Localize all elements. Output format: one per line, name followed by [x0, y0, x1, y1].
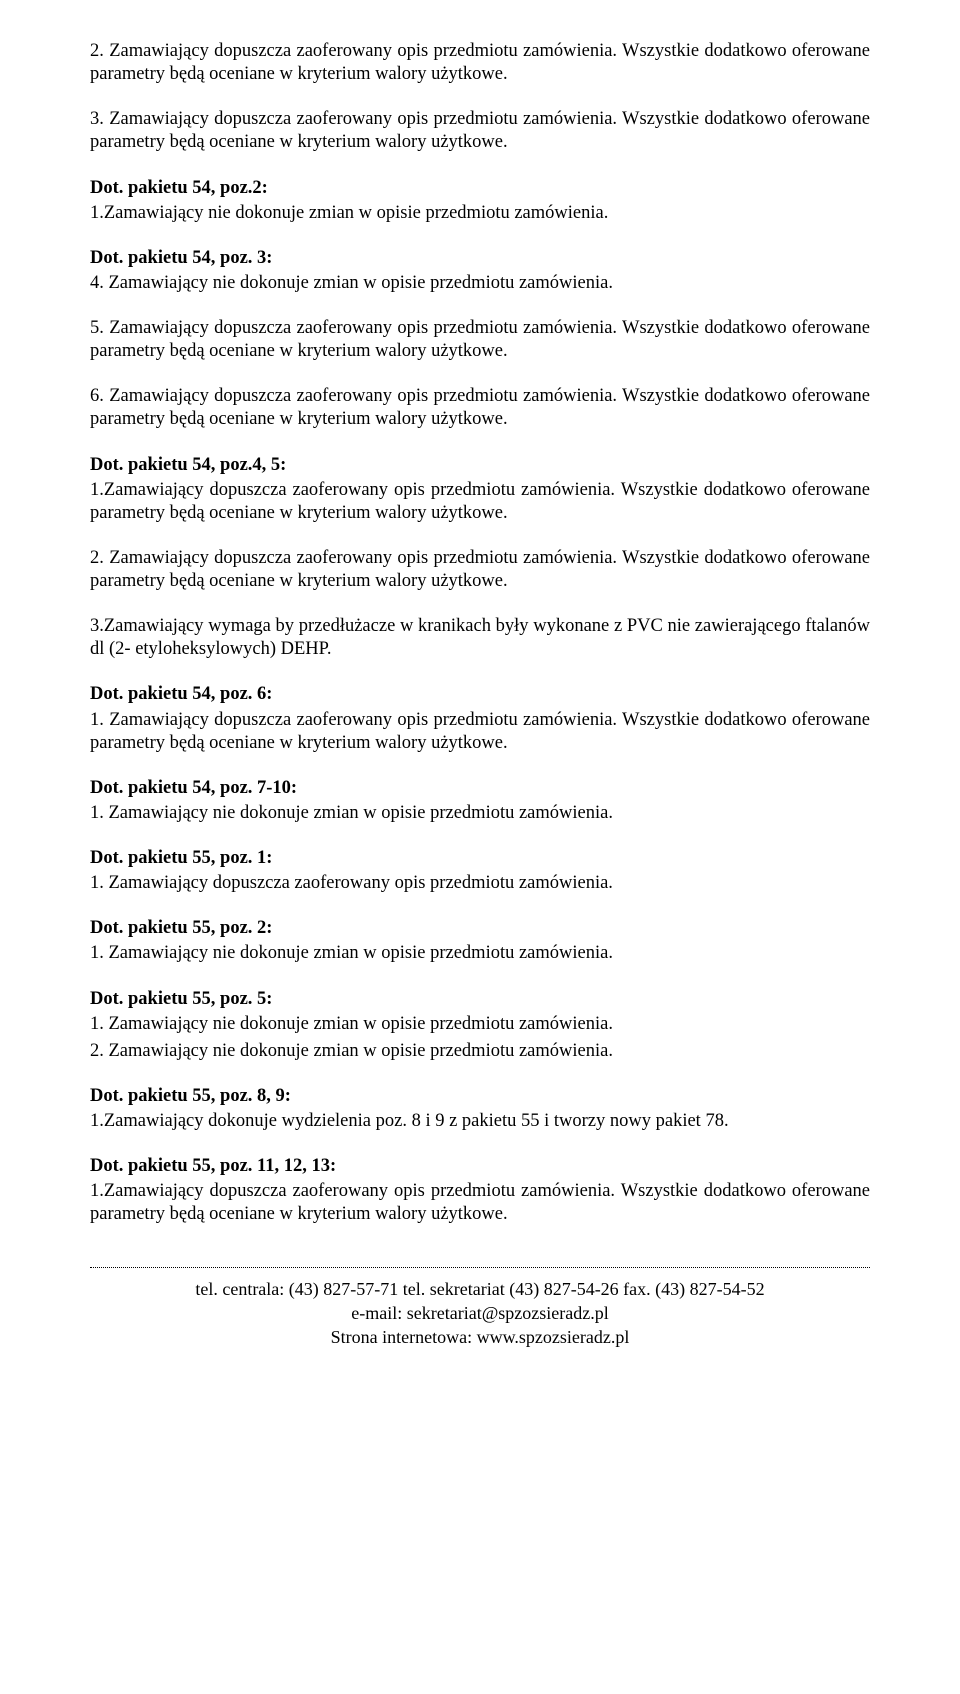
section-heading: Dot. pakietu 54, poz.2: — [90, 177, 870, 200]
footer-line-phone: tel. centrala: (43) 827-57-71 tel. sekre… — [90, 1277, 870, 1301]
section-heading: Dot. pakietu 54, poz. 7-10: — [90, 777, 870, 800]
section-heading: Dot. pakietu 55, poz. 11, 12, 13: — [90, 1155, 870, 1178]
section-line: 1. Zamawiający nie dokonuje zmian w opis… — [90, 942, 870, 965]
section: Dot. pakietu 54, poz. 6: 1. Zamawiający … — [90, 683, 870, 754]
section: Dot. pakietu 55, poz. 8, 9: 1.Zamawiając… — [90, 1085, 870, 1133]
paragraph: 2. Zamawiający dopuszcza zaoferowany opi… — [90, 547, 870, 593]
section-line: 1. Zamawiający nie dokonuje zmian w opis… — [90, 1013, 870, 1036]
section-line: 2. Zamawiający nie dokonuje zmian w opis… — [90, 1040, 870, 1063]
section-heading: Dot. pakietu 55, poz. 5: — [90, 988, 870, 1011]
paragraph: 2. Zamawiający dopuszcza zaoferowany opi… — [90, 40, 870, 86]
section-heading: Dot. pakietu 54, poz. 3: — [90, 247, 870, 270]
section: Dot. pakietu 55, poz. 11, 12, 13: 1.Zama… — [90, 1155, 870, 1226]
footer-line-web: Strona internetowa: www.spzozsieradz.pl — [90, 1325, 870, 1349]
section-line: 1. Zamawiający nie dokonuje zmian w opis… — [90, 802, 870, 825]
section-heading: Dot. pakietu 55, poz. 1: — [90, 847, 870, 870]
section-line: 1.Zamawiający dopuszcza zaoferowany opis… — [90, 1180, 870, 1226]
section: Dot. pakietu 54, poz.4, 5: 1.Zamawiający… — [90, 454, 870, 525]
paragraph: 6. Zamawiający dopuszcza zaoferowany opi… — [90, 385, 870, 431]
section-heading: Dot. pakietu 55, poz. 8, 9: — [90, 1085, 870, 1108]
section-line: 1.Zamawiający dopuszcza zaoferowany opis… — [90, 479, 870, 525]
section-heading: Dot. pakietu 54, poz.4, 5: — [90, 454, 870, 477]
section-line: 4. Zamawiający nie dokonuje zmian w opis… — [90, 272, 870, 295]
section-line: 1. Zamawiający dopuszcza zaoferowany opi… — [90, 709, 870, 755]
section-heading: Dot. pakietu 55, poz. 2: — [90, 917, 870, 940]
paragraph: 3. Zamawiający dopuszcza zaoferowany opi… — [90, 108, 870, 154]
section: Dot. pakietu 54, poz. 7-10: 1. Zamawiają… — [90, 777, 870, 825]
section-line: 1.Zamawiający nie dokonuje zmian w opisi… — [90, 202, 870, 225]
section: Dot. pakietu 55, poz. 5: 1. Zamawiający … — [90, 988, 870, 1063]
section: Dot. pakietu 55, poz. 2: 1. Zamawiający … — [90, 917, 870, 965]
section-line: 1. Zamawiający dopuszcza zaoferowany opi… — [90, 872, 870, 895]
document-page: 2. Zamawiający dopuszcza zaoferowany opi… — [0, 0, 960, 1380]
paragraph: 5. Zamawiający dopuszcza zaoferowany opi… — [90, 317, 870, 363]
section: Dot. pakietu 55, poz. 1: 1. Zamawiający … — [90, 847, 870, 895]
paragraph: 3.Zamawiający wymaga by przedłużacze w k… — [90, 615, 870, 661]
footer-line-email: e-mail: sekretariat@spzozsieradz.pl — [90, 1301, 870, 1325]
section: Dot. pakietu 54, poz. 3: 4. Zamawiający … — [90, 247, 870, 295]
footer-separator — [90, 1267, 870, 1268]
section-line: 1.Zamawiający dokonuje wydzielenia poz. … — [90, 1110, 870, 1133]
section: Dot. pakietu 54, poz.2: 1.Zamawiający ni… — [90, 177, 870, 225]
section-heading: Dot. pakietu 54, poz. 6: — [90, 683, 870, 706]
footer: tel. centrala: (43) 827-57-71 tel. sekre… — [90, 1277, 870, 1350]
